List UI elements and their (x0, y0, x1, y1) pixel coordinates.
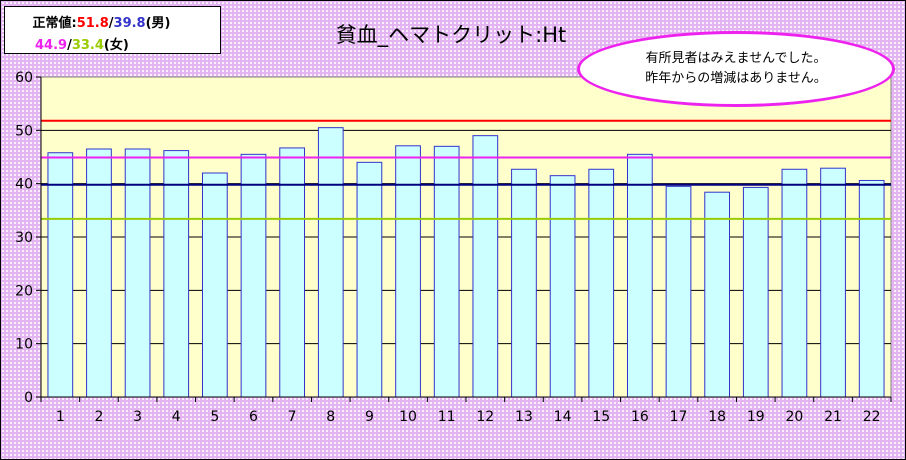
x-tick-label: 9 (365, 409, 374, 425)
bar (627, 153, 653, 398)
bar (511, 168, 537, 398)
x-tick-label: 19 (747, 409, 765, 425)
x-tick-label: 6 (249, 409, 258, 425)
bar (588, 168, 615, 398)
comment-line-1: 有所見者はみえませんでした。 (645, 51, 827, 66)
bar (665, 185, 692, 398)
comment-line-2: 昨年からの増減はありません。 (645, 71, 827, 86)
x-tick-label: 8 (326, 409, 335, 425)
bar (472, 135, 499, 398)
bar (395, 145, 421, 398)
bar (124, 148, 151, 398)
x-tick-label: 14 (554, 409, 572, 425)
x-tick-label: 11 (438, 409, 456, 425)
legend-female-line: 44.9/33.4(女) (35, 34, 248, 53)
normal-value-legend: 正常値:51.8/39.8(男) 44.9/33.4(女) (4, 6, 221, 54)
bar (356, 161, 383, 398)
bar (163, 150, 190, 398)
bar (704, 191, 730, 398)
y-tick-label: 40 (15, 177, 33, 193)
x-tick-label: 22 (863, 409, 881, 425)
y-tick-label: 50 (15, 123, 33, 139)
bar (86, 148, 112, 398)
bar (317, 127, 344, 398)
comment-bubble: 有所見者はみえませんでした。 昨年からの増減はありません。 (577, 31, 895, 107)
y-tick-label: 30 (15, 230, 33, 246)
x-tick-label: 20 (785, 409, 803, 425)
bar (781, 168, 808, 398)
legend-female-upper: 44.9 (35, 38, 68, 53)
x-tick-label: 12 (476, 409, 494, 425)
x-tick-label: 17 (670, 409, 688, 425)
legend-male-lower: 39.8 (113, 16, 146, 31)
bar (202, 172, 228, 398)
x-tick-label: 13 (515, 409, 533, 425)
x-tick-label: 7 (288, 409, 297, 425)
bar (820, 167, 846, 398)
x-tick-label: 5 (210, 409, 219, 425)
y-tick-label: 60 (15, 70, 33, 86)
x-tick-label: 18 (708, 409, 726, 425)
bar (47, 152, 74, 398)
x-tick-label: 3 (133, 409, 142, 425)
x-tick-label: 21 (824, 409, 842, 425)
x-tick-label: 15 (592, 409, 610, 425)
legend-male-upper: 51.8 (76, 16, 109, 31)
bar (858, 179, 885, 398)
legend-sep-2: / (67, 38, 72, 53)
legend-female-suffix: (女) (103, 38, 129, 53)
bar (240, 153, 267, 398)
x-tick-label: 16 (631, 409, 649, 425)
x-tick-label: 2 (94, 409, 103, 425)
y-tick-label: 20 (15, 283, 33, 299)
legend-female-lower: 33.4 (71, 38, 104, 53)
chart-title: 貧血_ヘマトクリット:Ht (335, 23, 567, 47)
legend-male-suffix: (男) (145, 16, 171, 31)
bar (549, 175, 576, 398)
x-tick-label: 4 (172, 409, 181, 425)
legend-male-line: 正常値:51.8/39.8(男) (0, 12, 208, 31)
x-tick-label: 10 (399, 409, 417, 425)
bar (279, 147, 306, 398)
y-tick-label: 0 (24, 390, 33, 406)
y-tick-label: 10 (15, 337, 33, 353)
legend-sep-1: / (108, 16, 114, 31)
x-tick-label: 1 (56, 409, 65, 425)
legend-male-prefix: 正常値: (32, 16, 77, 31)
